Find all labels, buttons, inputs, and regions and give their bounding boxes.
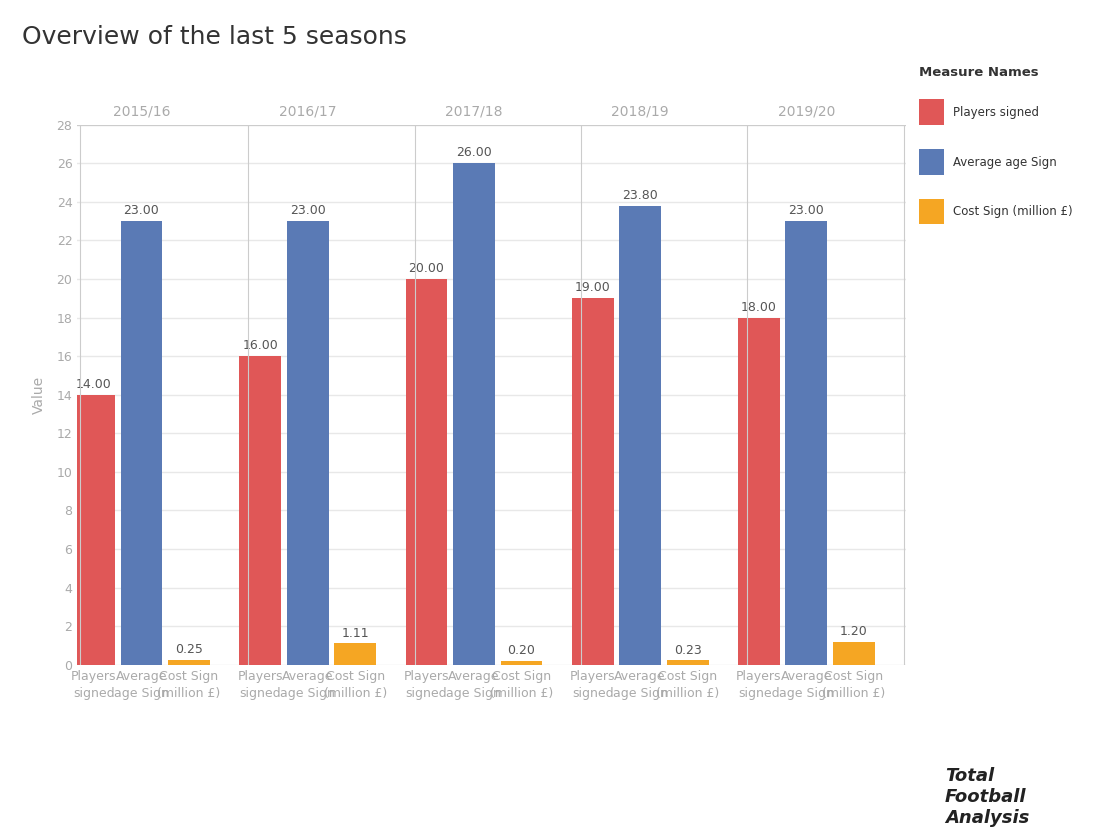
Text: 16.00: 16.00 (242, 339, 278, 352)
Text: 2016/17: 2016/17 (278, 105, 336, 119)
Text: 23.80: 23.80 (622, 189, 657, 202)
Text: 19.00: 19.00 (575, 282, 611, 294)
Bar (919, 99, 944, 125)
Bar (120, 221, 162, 665)
Bar (666, 661, 708, 665)
Bar (619, 205, 661, 665)
Text: 1.11: 1.11 (341, 627, 369, 640)
Text: 18.00: 18.00 (741, 301, 777, 313)
Text: 0.20: 0.20 (507, 644, 535, 657)
Bar (168, 660, 210, 665)
Text: 0.25: 0.25 (175, 643, 203, 656)
Y-axis label: Value: Value (32, 376, 45, 414)
Text: Players signed: Players signed (953, 106, 1039, 119)
Bar (406, 279, 448, 665)
Text: 26.00: 26.00 (456, 146, 492, 160)
Bar (287, 221, 328, 665)
Text: 0.23: 0.23 (674, 643, 702, 656)
Text: 23.00: 23.00 (124, 204, 159, 217)
Bar (919, 149, 944, 175)
Bar (833, 642, 875, 665)
Bar (919, 199, 944, 224)
Text: 23.00: 23.00 (290, 204, 326, 217)
Bar (240, 356, 281, 665)
Bar (335, 643, 376, 665)
Text: 14.00: 14.00 (76, 378, 112, 391)
Text: 2019/20: 2019/20 (778, 105, 835, 119)
Bar (501, 661, 543, 665)
Bar (738, 317, 780, 665)
Text: 2018/19: 2018/19 (611, 105, 669, 119)
Bar (453, 163, 495, 665)
Text: 1.20: 1.20 (840, 625, 867, 638)
Text: 23.00: 23.00 (789, 204, 824, 217)
Text: Measure Names: Measure Names (919, 66, 1039, 80)
Text: 2015/16: 2015/16 (113, 105, 170, 119)
Text: Average age Sign: Average age Sign (953, 155, 1056, 169)
Text: 20.00: 20.00 (409, 262, 444, 275)
Text: Cost Sign (million £): Cost Sign (million £) (953, 205, 1073, 219)
Bar (571, 298, 613, 665)
Bar (786, 221, 828, 665)
Text: Total
Football
Analysis: Total Football Analysis (945, 767, 1029, 827)
Bar (73, 395, 115, 665)
Text: 2017/18: 2017/18 (445, 105, 503, 119)
Text: Overview of the last 5 seasons: Overview of the last 5 seasons (22, 25, 407, 49)
